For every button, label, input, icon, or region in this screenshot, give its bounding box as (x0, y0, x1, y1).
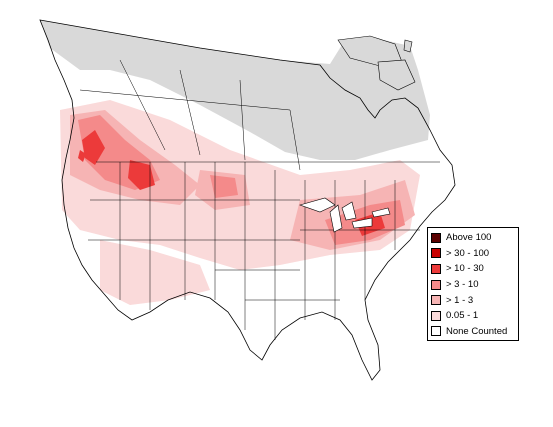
legend-label: Above 100 (446, 232, 492, 244)
legend-item: 0.05 - 1 (431, 308, 515, 324)
legend: Above 100 > 30 - 100 > 10 - 30 > 3 - 10 … (427, 227, 519, 341)
continent-outline (39, 19, 456, 381)
legend-item: > 30 - 100 (431, 246, 515, 262)
legend-swatch (431, 279, 441, 290)
legend-item: > 1 - 3 (431, 292, 515, 308)
legend-label: > 3 - 10 (446, 279, 479, 291)
political-boundaries (79, 59, 440, 340)
legend-item: Above 100 (431, 230, 515, 246)
legend-item: > 10 - 30 (431, 261, 515, 277)
legend-swatch (431, 295, 441, 306)
legend-label: None Counted (446, 325, 508, 337)
legend-label: > 30 - 100 (446, 247, 490, 259)
legend-label: 0.05 - 1 (446, 310, 479, 322)
no-data-region-north (40, 20, 430, 160)
legend-item: > 3 - 10 (431, 277, 515, 293)
great-lakes (299, 197, 391, 233)
legend-swatch (431, 232, 441, 243)
legend-swatch (431, 263, 441, 274)
legend-swatch (431, 248, 441, 259)
arctic-islands (337, 35, 416, 91)
legend-label: > 10 - 30 (446, 263, 484, 275)
legend-swatch (431, 310, 441, 321)
legend-swatch (431, 326, 441, 337)
legend-item: None Counted (431, 324, 515, 340)
legend-label: > 1 - 3 (446, 294, 474, 306)
